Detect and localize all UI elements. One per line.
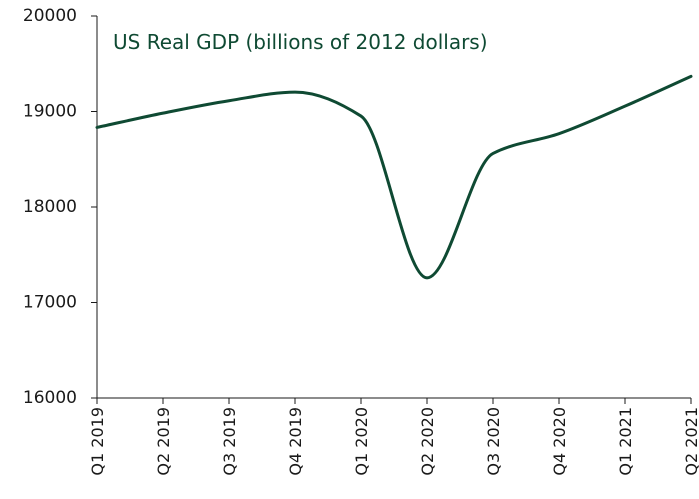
y-tick-label: 17000 bbox=[23, 293, 77, 313]
x-tick-label: Q3 2020 bbox=[484, 407, 503, 476]
x-tick-label: Q1 2019 bbox=[88, 407, 107, 476]
x-tick-label: Q1 2020 bbox=[352, 407, 371, 476]
x-tick-label: Q2 2019 bbox=[154, 407, 173, 476]
y-axis: 16000 17000 18000 19000 20000 bbox=[23, 6, 98, 408]
y-tick-label: 16000 bbox=[23, 388, 77, 408]
x-tick-label: Q2 2021 bbox=[682, 407, 699, 476]
x-tick-label: Q3 2019 bbox=[220, 407, 239, 476]
x-tick-label: Q4 2019 bbox=[286, 407, 305, 476]
chart-title: US Real GDP (billions of 2012 dollars) bbox=[113, 30, 488, 54]
x-tick-label: Q1 2021 bbox=[616, 407, 635, 476]
y-tick-label: 20000 bbox=[23, 6, 77, 26]
series-layer bbox=[95, 74, 693, 280]
gdp-series-line bbox=[95, 74, 693, 280]
y-tick-label: 19000 bbox=[23, 102, 77, 122]
x-tick-label: Q2 2020 bbox=[418, 407, 437, 476]
x-tick-label: Q4 2020 bbox=[550, 407, 569, 476]
y-tick-label: 18000 bbox=[23, 197, 77, 217]
x-axis: Q1 2019 Q2 2019 Q3 2019 Q4 2019 Q1 2020 Q2 20… bbox=[88, 397, 699, 476]
